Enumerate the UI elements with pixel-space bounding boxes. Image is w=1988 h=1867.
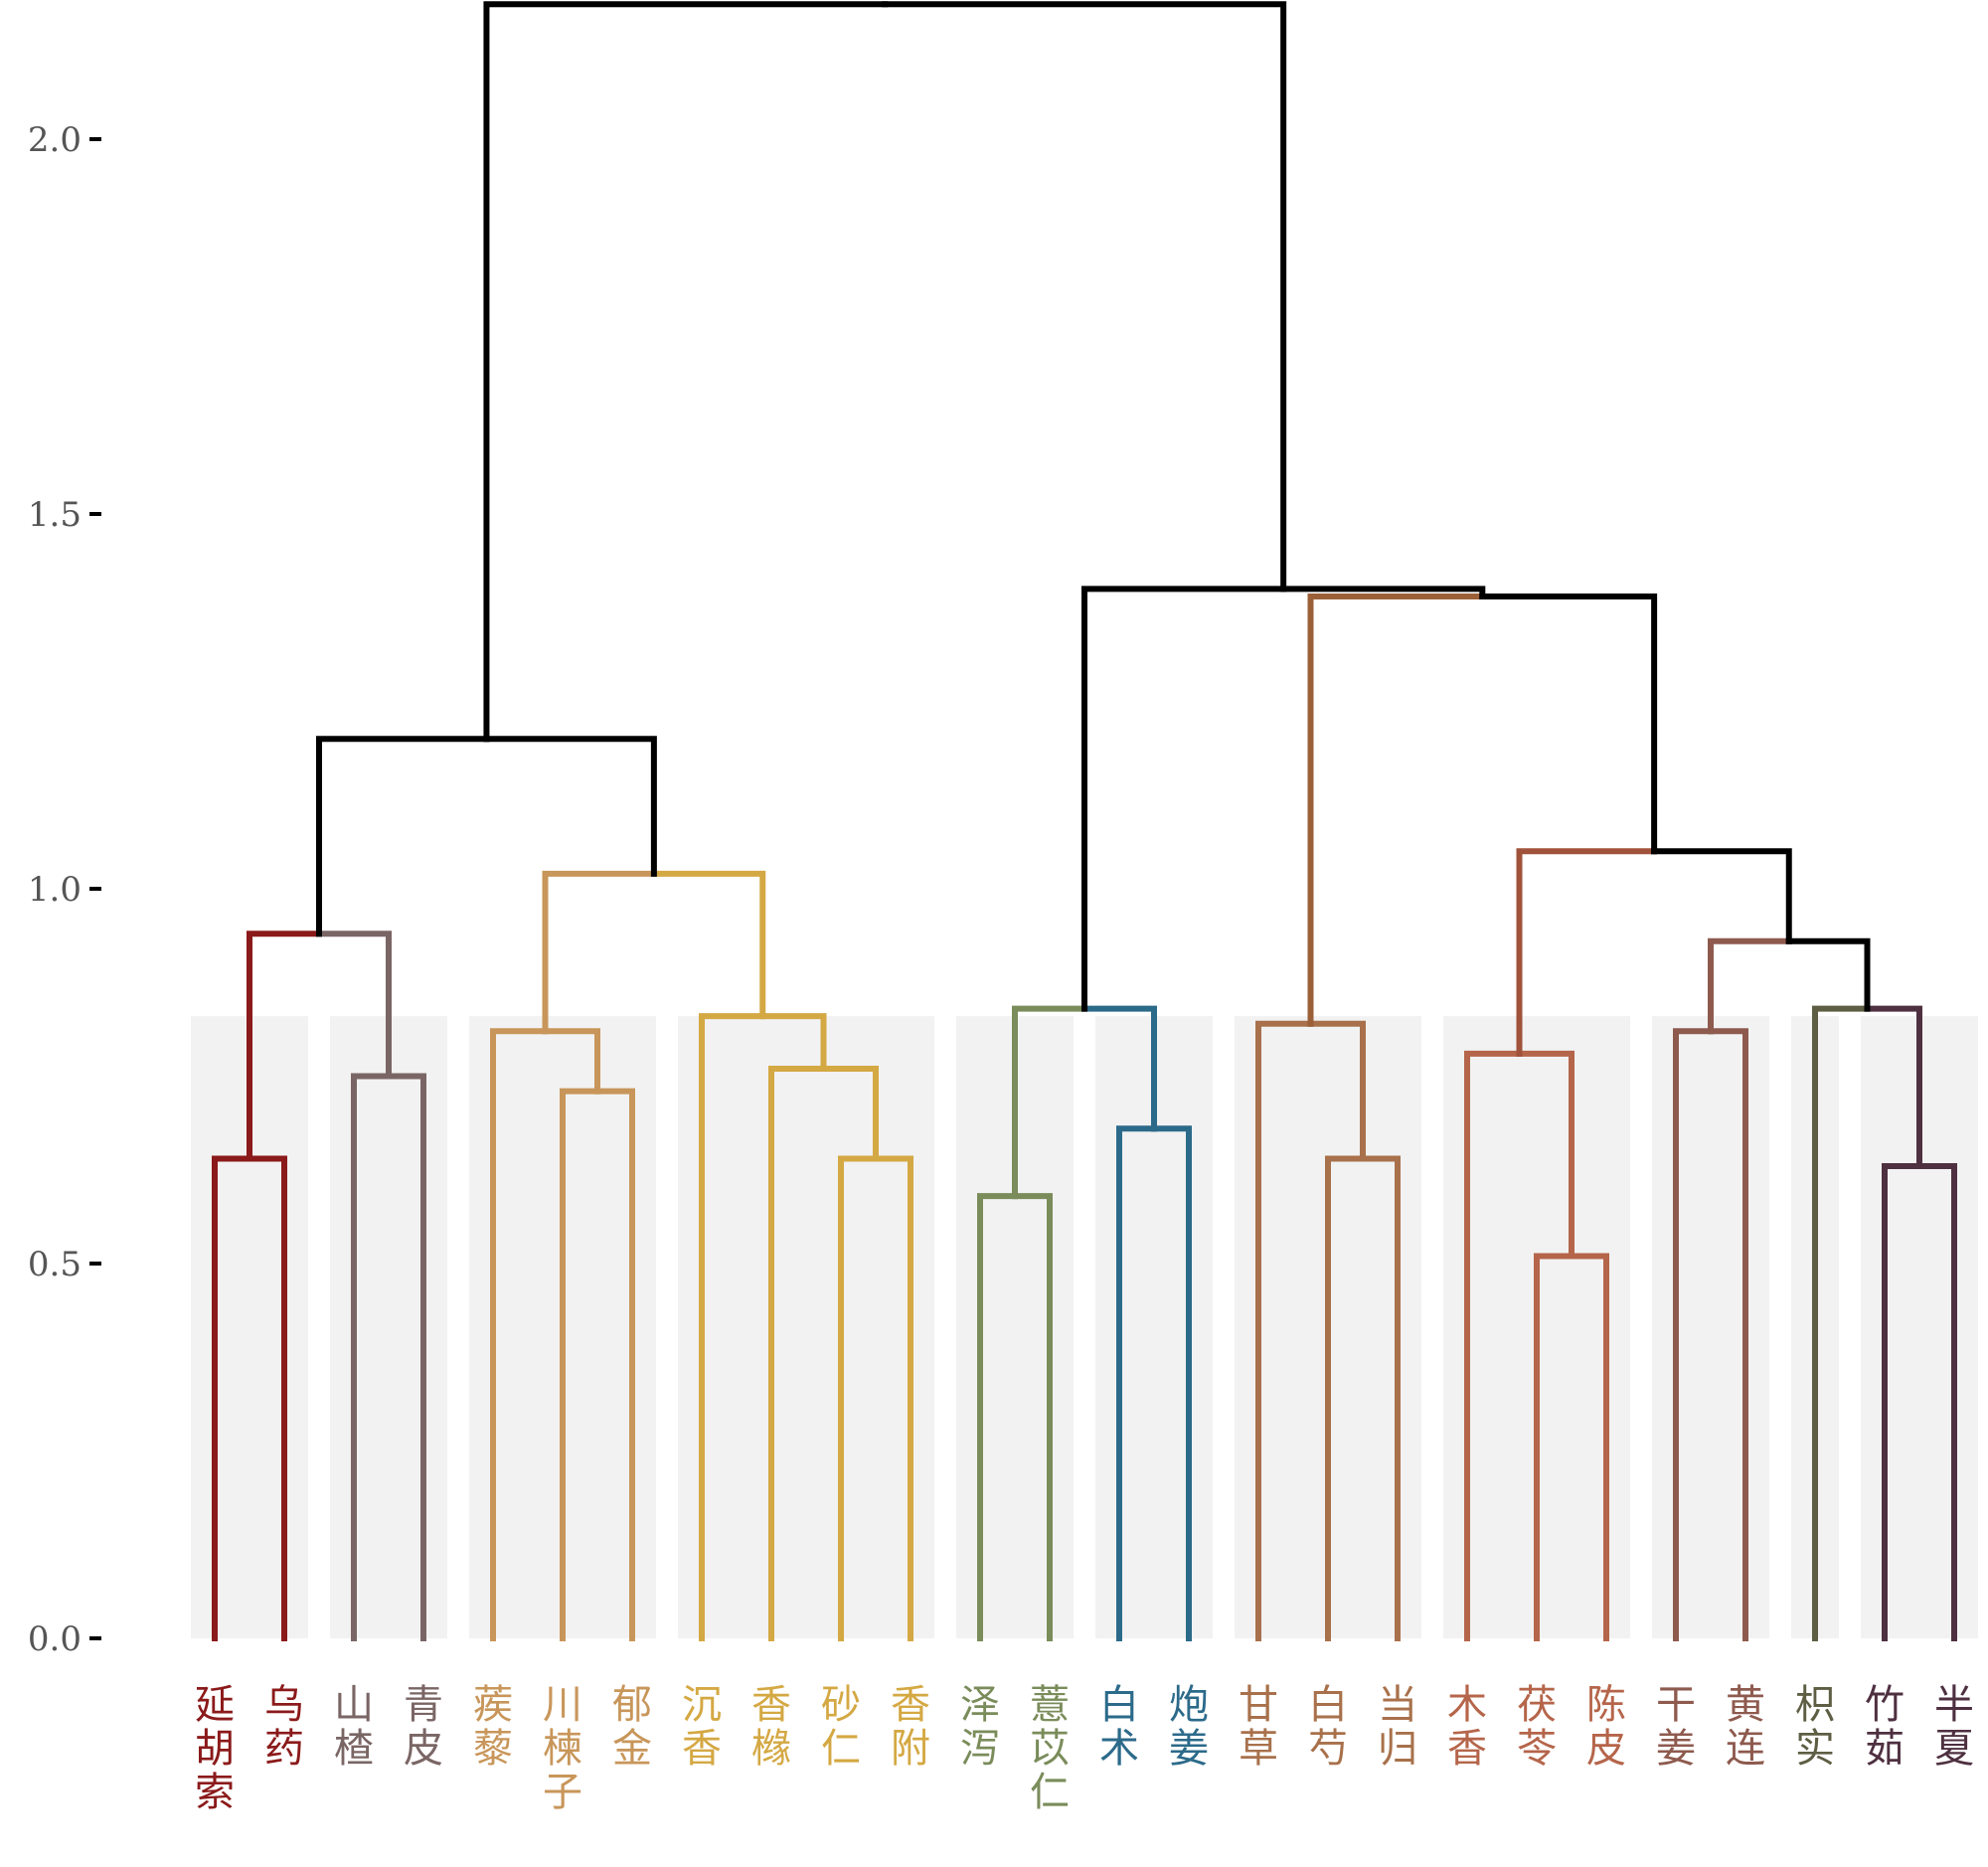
cluster-background-layer	[191, 1016, 1978, 1638]
leaf-label-17: 当归	[1378, 1682, 1417, 1772]
branch-m18-left	[1673, 1028, 1714, 1641]
y-tick-label-4: 2.0	[28, 120, 82, 160]
branch-m5-right	[542, 1028, 600, 1095]
branch-m16-left	[1534, 1253, 1574, 1641]
leaf-label-1: 乌药	[264, 1682, 304, 1772]
branch-m22-left	[1516, 848, 1658, 1057]
y-axis: 0.0 0.5 1.0 1.5 2.0	[28, 120, 101, 1659]
leaf-label-25: 半夏	[1934, 1682, 1974, 1772]
leaf-label-9: 砂仁	[821, 1682, 861, 1772]
branch-m2-left	[351, 1073, 392, 1641]
branch-m4-right	[594, 1088, 635, 1641]
branch-m20-left	[1812, 1005, 1871, 1641]
y-tick-label-1: 0.5	[28, 1245, 82, 1284]
leaf-label-7: 沉香	[682, 1682, 722, 1772]
branch-m19-left	[1882, 1162, 1922, 1641]
branch-m12-left	[1116, 1125, 1157, 1641]
leaf-label-21: 干姜	[1656, 1682, 1696, 1772]
leaf-label-18: 木香	[1447, 1682, 1487, 1772]
branch-m6-left	[838, 1155, 879, 1641]
branch-m10-right	[483, 736, 657, 877]
branch-m3-right	[316, 931, 392, 1080]
branch-m14-right	[1360, 1155, 1401, 1641]
leaf-label-10: 香附	[891, 1682, 930, 1772]
leaf-label-2: 山楂	[334, 1682, 374, 1772]
branch-m7-left	[768, 1065, 827, 1641]
leaf-label-4: 蒺藜	[473, 1682, 513, 1772]
leaf-label-0: 延胡索	[195, 1682, 235, 1815]
branch-m11-left	[977, 1193, 1018, 1641]
leaf-label-3: 青皮	[404, 1682, 443, 1772]
branch-m9-right	[650, 870, 766, 1020]
branch-m15-left	[1255, 1020, 1314, 1641]
branch-m23-left	[1307, 593, 1486, 1027]
leaf-label-19: 茯苓	[1517, 1682, 1557, 1772]
branch-m24-right	[1280, 586, 1486, 599]
y-tick-label-3: 1.5	[28, 495, 82, 535]
branch-m11-right	[1012, 1193, 1053, 1641]
branch-m12-right	[1151, 1125, 1192, 1641]
leaf-label-16: 白芍	[1308, 1682, 1348, 1772]
branch-m20-right	[1864, 1005, 1922, 1169]
cluster-9-background	[1652, 1016, 1769, 1638]
branch-m16-right	[1569, 1253, 1609, 1641]
branch-m1-right	[247, 1155, 287, 1641]
branch-m2-right	[386, 1073, 426, 1641]
leaf-label-6: 郁金	[612, 1682, 652, 1772]
leaf-label-14: 炮姜	[1169, 1682, 1209, 1772]
branch-m18-right	[1708, 1028, 1748, 1641]
branch-m13-left	[1012, 1005, 1087, 1200]
branch-m3-left	[247, 931, 322, 1162]
leaf-label-15: 甘草	[1239, 1682, 1278, 1772]
branch-m24-left	[1081, 586, 1287, 1012]
branch-m5-left	[490, 1028, 549, 1641]
branch-m7-right	[820, 1065, 879, 1162]
y-tick-label-2: 1.0	[28, 870, 82, 910]
cluster-2-background	[330, 1016, 447, 1638]
branch-m21-left	[1708, 937, 1792, 1035]
branch-m13-right	[1081, 1005, 1157, 1132]
branch-m8-left	[699, 1013, 766, 1641]
branch-m6-right	[873, 1155, 913, 1641]
y-tick-label-0: 0.0	[28, 1619, 82, 1659]
branch-m4-left	[560, 1088, 600, 1641]
leaf-label-24: 竹茹	[1865, 1682, 1905, 1772]
leaf-label-11: 泽泻	[960, 1682, 1000, 1772]
branch-m19-right	[1916, 1162, 1957, 1641]
leaf-label-23: 枳实	[1795, 1682, 1835, 1772]
leaf-label-20: 陈皮	[1586, 1682, 1626, 1772]
branch-layer	[212, 1, 1957, 1641]
branch-m23-right	[1479, 593, 1658, 855]
branch-m9-left	[542, 870, 657, 1035]
branch-m1-left	[212, 1155, 252, 1641]
branch-m10-left	[316, 736, 490, 937]
leaf-label-13: 白术	[1099, 1682, 1139, 1772]
branch-m17-left	[1464, 1050, 1523, 1641]
branch-m17-right	[1516, 1050, 1574, 1260]
leaf-label-layer: 延胡索乌药山楂青皮蒺藜川楝子郁金沉香香橼砂仁香附泽泻薏苡仁白术炮姜甘草白芍当归木…	[195, 1682, 1974, 1815]
branch-m22-right	[1651, 848, 1792, 944]
leaf-label-22: 黄连	[1726, 1682, 1765, 1772]
leaf-label-12: 薏苡仁	[1030, 1682, 1070, 1815]
leaf-label-8: 香橼	[751, 1682, 791, 1772]
branch-m14-left	[1325, 1155, 1366, 1641]
leaf-label-5: 川楝子	[543, 1682, 582, 1815]
branch-m21-right	[1785, 937, 1871, 1012]
cluster-4-background	[678, 1016, 934, 1638]
branch-m8-right	[759, 1013, 827, 1072]
branch-m25-left	[483, 1, 889, 743]
branch-m15-right	[1307, 1020, 1366, 1162]
branch-m25-right	[882, 1, 1287, 593]
